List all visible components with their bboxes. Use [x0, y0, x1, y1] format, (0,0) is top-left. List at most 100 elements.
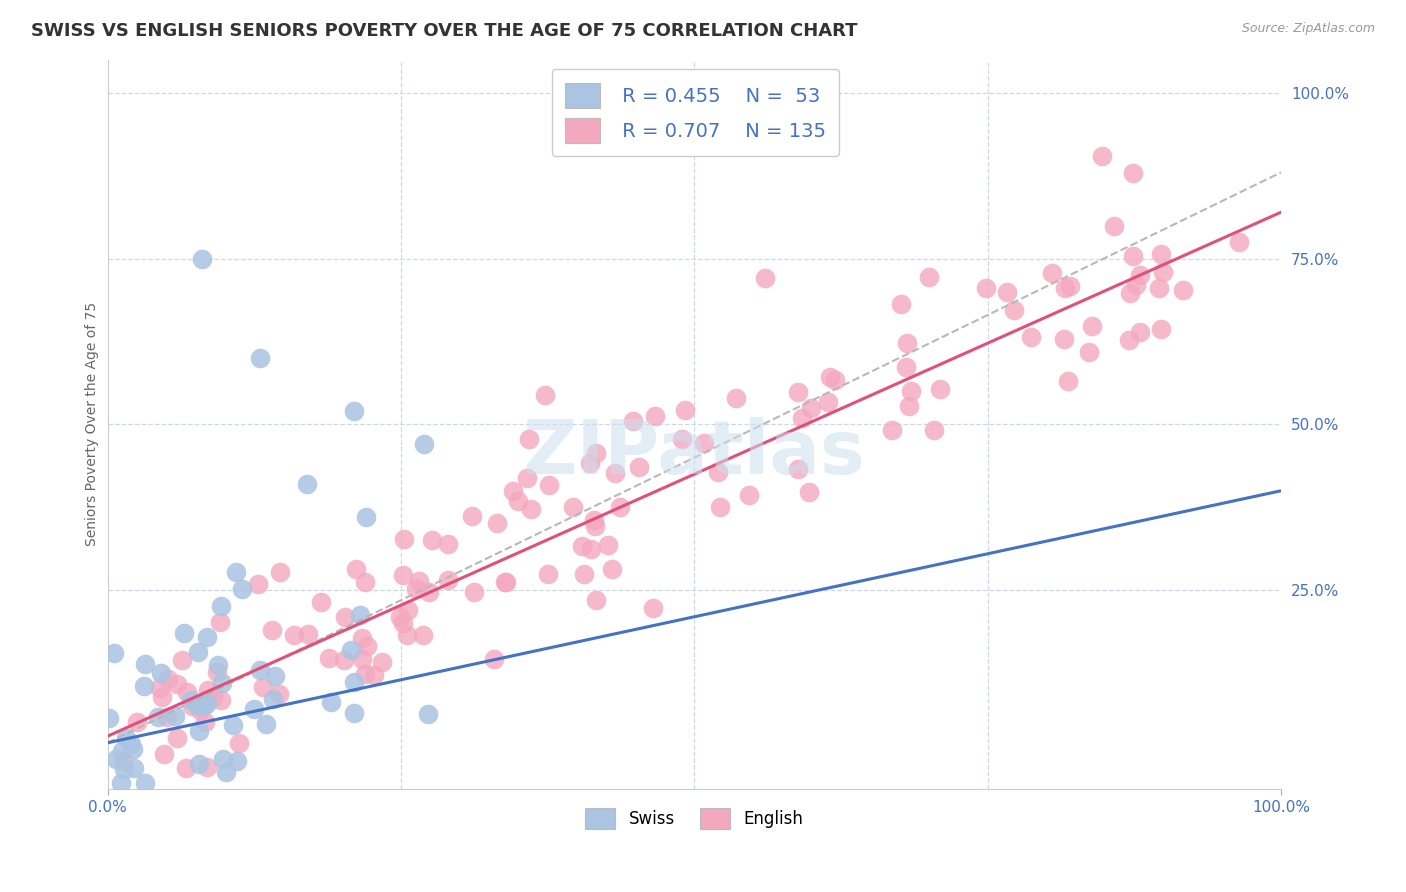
Point — [693, 436, 716, 450]
Point — [890, 297, 912, 311]
Point — [187, 698, 209, 712]
Point — [122, 761, 145, 775]
Point — [900, 384, 922, 398]
Point — [166, 677, 188, 691]
Point — [122, 742, 145, 756]
Point — [295, 477, 318, 491]
Point — [621, 414, 644, 428]
Point — [112, 763, 135, 777]
Point — [269, 566, 291, 580]
Point — [898, 399, 921, 413]
Point — [215, 765, 238, 780]
Point — [283, 628, 305, 642]
Point — [922, 423, 945, 437]
Point — [249, 663, 271, 677]
Point — [1081, 318, 1104, 333]
Point — [343, 404, 366, 418]
Point — [205, 665, 228, 680]
Point — [252, 680, 274, 694]
Point — [349, 608, 371, 623]
Point — [882, 423, 904, 437]
Point — [918, 270, 941, 285]
Point — [195, 760, 218, 774]
Point — [1057, 374, 1080, 388]
Point — [267, 687, 290, 701]
Point — [596, 538, 619, 552]
Point — [157, 672, 180, 686]
Point — [149, 666, 172, 681]
Point — [207, 657, 229, 672]
Point — [643, 601, 665, 615]
Point — [311, 595, 333, 609]
Point — [520, 502, 543, 516]
Point — [422, 533, 444, 547]
Point — [412, 628, 434, 642]
Point — [1125, 278, 1147, 293]
Point — [786, 462, 808, 476]
Point — [583, 519, 606, 533]
Point — [209, 615, 232, 629]
Point — [583, 513, 606, 527]
Point — [103, 646, 125, 660]
Legend: Swiss, English: Swiss, English — [579, 801, 810, 836]
Point — [896, 336, 918, 351]
Point — [339, 643, 361, 657]
Point — [437, 537, 460, 551]
Point — [188, 703, 211, 717]
Point — [321, 695, 343, 709]
Point — [225, 565, 247, 579]
Point — [152, 747, 174, 761]
Point — [579, 541, 602, 556]
Point — [463, 585, 485, 599]
Point — [517, 432, 540, 446]
Point — [170, 653, 193, 667]
Point — [644, 409, 666, 423]
Point — [1119, 285, 1142, 300]
Point — [188, 698, 211, 712]
Point — [231, 582, 253, 596]
Point — [333, 653, 356, 667]
Point — [249, 351, 271, 365]
Point — [1054, 280, 1077, 294]
Point — [344, 562, 367, 576]
Text: SWISS VS ENGLISH SENIORS POVERTY OVER THE AGE OF 75 CORRELATION CHART: SWISS VS ENGLISH SENIORS POVERTY OVER TH… — [31, 22, 858, 40]
Point — [1122, 249, 1144, 263]
Point — [817, 395, 839, 409]
Point — [318, 650, 340, 665]
Point — [396, 603, 419, 617]
Point — [1059, 279, 1081, 293]
Point — [572, 566, 595, 581]
Point — [585, 446, 607, 460]
Point — [484, 652, 506, 666]
Point — [787, 384, 810, 399]
Point — [1152, 265, 1174, 279]
Point — [187, 645, 209, 659]
Point — [262, 691, 284, 706]
Point — [392, 615, 415, 630]
Point — [194, 698, 217, 712]
Point — [134, 775, 156, 789]
Point — [418, 707, 440, 722]
Point — [533, 387, 555, 401]
Point — [333, 610, 356, 624]
Point — [585, 593, 607, 607]
Point — [562, 500, 585, 514]
Point — [263, 669, 285, 683]
Point — [110, 775, 132, 789]
Point — [197, 682, 219, 697]
Point — [1077, 345, 1099, 359]
Point — [1118, 333, 1140, 347]
Point — [1227, 235, 1250, 250]
Point — [222, 718, 245, 732]
Point — [1040, 266, 1063, 280]
Point — [356, 640, 378, 654]
Point — [486, 516, 509, 530]
Point — [537, 567, 560, 582]
Point — [112, 755, 135, 769]
Point — [186, 698, 208, 713]
Point — [995, 285, 1018, 299]
Point — [754, 271, 776, 285]
Point — [516, 471, 538, 485]
Point — [115, 731, 138, 745]
Point — [180, 698, 202, 713]
